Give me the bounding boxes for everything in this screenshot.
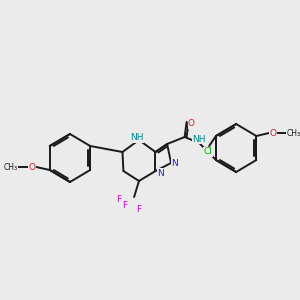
Text: F: F: [116, 194, 121, 203]
Text: N: N: [172, 158, 178, 167]
Text: O: O: [29, 163, 36, 172]
Text: O: O: [269, 128, 276, 137]
Text: F: F: [136, 206, 142, 214]
Text: CH₃: CH₃: [286, 128, 300, 137]
Text: NH: NH: [130, 134, 144, 142]
Text: N: N: [157, 169, 164, 178]
Text: O: O: [188, 119, 195, 128]
Text: CH₃: CH₃: [4, 163, 18, 172]
Text: F: F: [122, 202, 127, 211]
Text: Cl: Cl: [204, 148, 213, 157]
Text: NH: NH: [193, 134, 206, 143]
